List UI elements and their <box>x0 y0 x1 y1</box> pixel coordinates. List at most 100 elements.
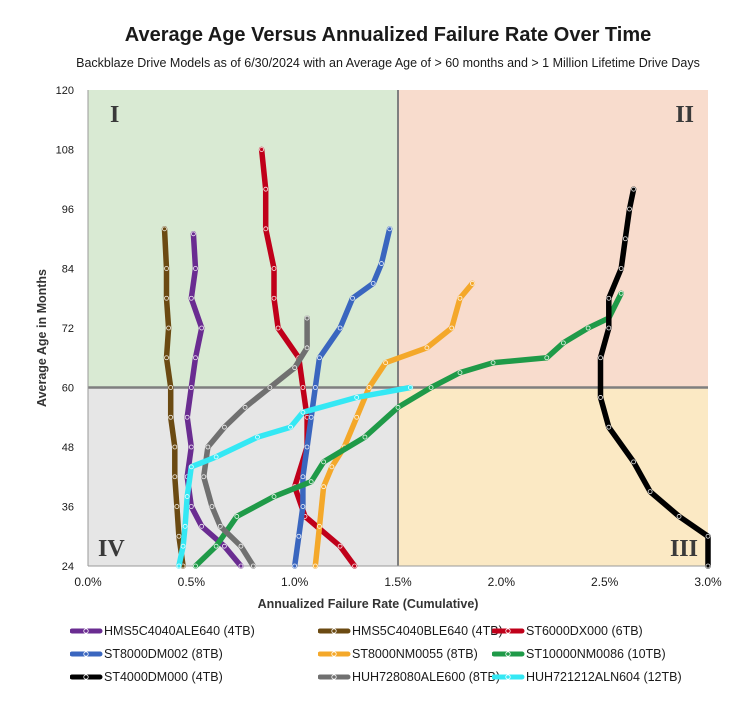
data-point <box>308 479 314 485</box>
legend-label: ST8000DM002 (8TB) <box>104 647 223 661</box>
data-point <box>164 355 169 361</box>
y-tick-label: 96 <box>62 204 74 216</box>
data-point <box>168 414 174 420</box>
x-tick-label: 2.0% <box>488 575 516 589</box>
data-point <box>250 563 256 569</box>
chart-subtitle: Backblaze Drive Models as of 6/30/2024 w… <box>76 56 700 70</box>
data-point <box>383 360 389 366</box>
data-point <box>271 266 277 271</box>
legend-item: ST8000NM0055 (8TB) <box>318 647 478 661</box>
legend-item: HUH721212ALN604 (12TB) <box>492 670 682 684</box>
data-point <box>490 360 496 366</box>
data-point <box>350 295 355 301</box>
y-tick-label: 36 <box>62 502 74 514</box>
quadrant-label-II: II <box>675 102 694 128</box>
data-point <box>184 494 190 499</box>
legend-swatch <box>318 674 351 680</box>
data-point <box>312 563 318 569</box>
data-point <box>618 290 624 296</box>
legend-label: ST10000NM0086 (10TB) <box>526 647 666 661</box>
data-point <box>618 266 624 271</box>
data-point <box>352 563 358 569</box>
legend-swatch <box>492 651 525 657</box>
data-point <box>317 523 322 529</box>
data-point <box>337 543 343 549</box>
y-tick-label: 120 <box>56 85 74 97</box>
y-tick-label: 48 <box>62 442 74 454</box>
data-point <box>606 325 612 331</box>
data-point <box>304 345 310 351</box>
data-point <box>370 280 376 286</box>
data-point <box>174 504 180 509</box>
data-point <box>300 504 306 509</box>
data-point <box>271 494 277 499</box>
legend-item: ST6000DX000 (6TB) <box>492 624 643 638</box>
data-point <box>217 523 223 529</box>
data-point <box>428 385 434 390</box>
data-point <box>366 385 372 390</box>
x-tick-label: 1.5% <box>384 575 412 589</box>
data-point <box>213 543 219 549</box>
data-point <box>193 266 198 271</box>
legend-label: ST4000DM000 (4TB) <box>104 670 223 684</box>
series-line-6 <box>192 290 624 569</box>
data-point <box>193 563 198 569</box>
x-tick-label: 3.0% <box>694 575 722 589</box>
data-point <box>234 514 240 519</box>
data-point <box>238 563 244 569</box>
data-point <box>221 424 227 430</box>
data-point <box>188 504 194 509</box>
series-line-8 <box>200 315 310 569</box>
data-point <box>199 325 205 331</box>
data-point <box>221 543 227 549</box>
data-point <box>544 355 550 361</box>
data-point <box>705 533 711 539</box>
data-point <box>304 444 310 450</box>
data-point <box>631 459 636 465</box>
data-point <box>172 474 178 480</box>
data-point <box>288 424 293 430</box>
data-point <box>300 385 306 390</box>
legend-swatch <box>70 674 103 680</box>
data-point <box>292 563 298 569</box>
chart-title: Average Age Versus Annualized Failure Ra… <box>124 24 652 46</box>
data-point <box>213 454 219 460</box>
series-line-1 <box>184 231 244 569</box>
data-point <box>449 325 455 331</box>
data-point <box>457 295 463 301</box>
data-point <box>312 385 318 390</box>
data-point <box>296 533 302 539</box>
data-point <box>180 543 186 549</box>
legend-item: HMS5C4040BLE640 (4TB) <box>318 624 503 638</box>
legend-swatch <box>318 628 351 634</box>
legend-item: HUH728080ALE600 (8TB) <box>318 670 500 684</box>
data-point <box>238 543 244 549</box>
data-point <box>304 315 310 321</box>
data-point <box>199 523 205 529</box>
quadrant-label-IV: IV <box>98 536 125 562</box>
data-point <box>622 236 628 242</box>
legend-label: HMS5C4040BLE640 (4TB) <box>352 624 503 638</box>
data-point <box>300 409 306 415</box>
data-point <box>560 340 566 346</box>
data-point <box>188 385 194 390</box>
legend-label: ST6000DX000 (6TB) <box>526 624 643 638</box>
data-point <box>184 414 190 420</box>
data-point <box>627 206 632 212</box>
series-line-7 <box>597 186 711 569</box>
quadrant-4 <box>88 387 398 566</box>
data-point <box>329 464 335 470</box>
data-point <box>424 345 430 351</box>
quadrant-label-I: I <box>110 102 119 128</box>
data-point <box>242 404 248 410</box>
data-point <box>255 434 260 440</box>
data-point <box>190 231 196 237</box>
legend-label: HUH721212ALN604 (12TB) <box>526 670 682 684</box>
quadrant-3 <box>398 387 708 566</box>
legend-item: ST8000DM002 (8TB) <box>70 647 223 661</box>
quadrant-label-III: III <box>670 536 698 562</box>
data-point <box>585 325 591 331</box>
data-point <box>387 226 393 232</box>
data-point <box>606 295 612 301</box>
